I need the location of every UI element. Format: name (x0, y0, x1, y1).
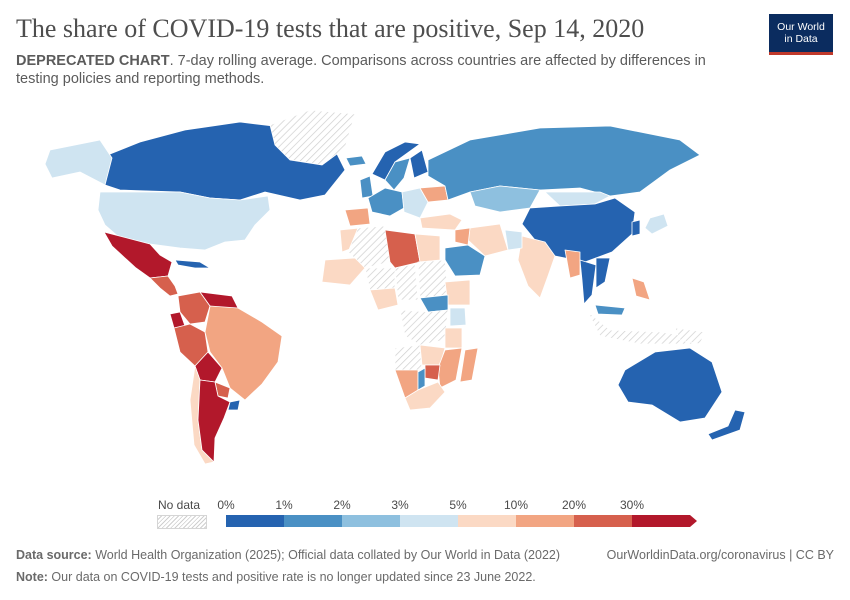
legend-bin-6[interactable] (574, 515, 632, 527)
region-botswana[interactable] (417, 367, 426, 391)
region-malaysia[interactable] (594, 304, 626, 316)
data-source-label: Data source: (16, 548, 92, 562)
region-united-states[interactable] (97, 191, 271, 251)
legend-tick-label: 20% (561, 498, 587, 512)
legend-open-end-arrow (690, 515, 697, 527)
region-niger[interactable] (364, 267, 396, 291)
owid-url-link[interactable]: OurWorldinData.org/coronavirus | CC BY (606, 548, 834, 562)
region-finland[interactable] (409, 149, 429, 179)
legend-bin-3[interactable] (400, 515, 458, 527)
region-brazil[interactable] (204, 305, 283, 401)
subtitle-deprecated-label: DEPRECATED CHART (16, 53, 170, 69)
region-cuba[interactable] (174, 259, 211, 269)
region-india[interactable] (517, 235, 556, 299)
region-madagascar[interactable] (459, 347, 479, 383)
legend-tick-label: 3% (391, 498, 409, 512)
legend-tick-label: 30% (619, 498, 645, 512)
region-philippines[interactable] (631, 277, 651, 301)
legend-no-data-label: No data (158, 498, 201, 512)
region-australia[interactable] (617, 347, 723, 423)
region-uruguay[interactable] (227, 399, 241, 411)
region-myanmar[interactable] (564, 249, 581, 279)
region-mali[interactable] (321, 257, 366, 286)
region-western-europe[interactable] (367, 187, 405, 217)
logo-line-2: in Data (784, 33, 818, 45)
legend-bin-5[interactable] (516, 515, 574, 527)
region-sweden[interactable] (384, 157, 411, 191)
region-new-zealand[interactable] (707, 409, 746, 441)
region-angola[interactable] (394, 344, 423, 371)
color-legend: No data 0% 1% 2% 3% 5% 10% 20% 30% (150, 496, 710, 536)
legend-tick-label: 5% (449, 498, 467, 512)
region-mongolia[interactable] (544, 191, 611, 207)
region-vietnam[interactable] (595, 257, 611, 289)
region-chad[interactable] (394, 263, 419, 301)
region-russia[interactable] (427, 125, 701, 201)
region-spain[interactable] (344, 207, 371, 227)
owid-logo[interactable]: Our World in Data (769, 14, 833, 55)
region-iceland[interactable] (345, 155, 367, 167)
region-algeria[interactable] (347, 225, 391, 269)
region-china[interactable] (521, 197, 636, 263)
legend-color-bins (226, 515, 697, 527)
data-source-text: World Health Organization (2025); Offici… (91, 548, 561, 562)
region-greenland[interactable] (269, 109, 356, 166)
subtitle-description: . 7-day rolling average. Comparisons acr… (16, 53, 706, 87)
chart-subtitle: DEPRECATED CHART. 7-day rolling average.… (16, 52, 736, 88)
region-korea[interactable] (631, 219, 641, 237)
region-argentina[interactable] (197, 379, 231, 463)
logo-line-1: Our World (777, 21, 825, 33)
region-kazakhstan[interactable] (469, 185, 541, 213)
region-libya[interactable] (384, 229, 421, 269)
region-central-america[interactable] (149, 275, 179, 297)
region-ethiopia[interactable] (444, 279, 471, 306)
region-central-africa[interactable] (419, 294, 449, 313)
legend-tick-label: 2% (333, 498, 351, 512)
world-map (44, 109, 746, 465)
note-label: Note: (16, 570, 48, 584)
region-tanzania[interactable] (444, 327, 463, 349)
note-text: Our data on COVID-19 tests and positive … (47, 570, 536, 584)
legend-bin-1[interactable] (284, 515, 342, 527)
region-south-africa[interactable] (404, 381, 446, 411)
legend-no-data-swatch[interactable] (157, 515, 207, 529)
legend-bin-4[interactable] (458, 515, 516, 527)
data-source-line: Data source: World Health Organization (… (16, 548, 560, 562)
region-dr-congo[interactable] (399, 309, 449, 346)
region-eastern-europe[interactable] (401, 187, 429, 219)
region-pakistan[interactable] (504, 229, 523, 251)
region-thailand[interactable] (579, 259, 597, 305)
region-iraq[interactable] (454, 227, 471, 246)
region-kenya[interactable] (449, 307, 467, 327)
region-japan[interactable] (644, 213, 669, 235)
region-sudan[interactable] (417, 259, 449, 299)
legend-bin-0[interactable] (226, 515, 284, 527)
chart-title: The share of COVID-19 tests that are pos… (16, 14, 645, 43)
legend-bin-7[interactable] (632, 515, 690, 527)
region-united-kingdom[interactable] (359, 175, 374, 199)
note-line: Note: Our data on COVID-19 tests and pos… (16, 570, 536, 584)
legend-bin-2[interactable] (342, 515, 400, 527)
legend-tick-label: 10% (503, 498, 529, 512)
legend-tick-label: 1% (275, 498, 293, 512)
legend-tick-label: 0% (217, 498, 235, 512)
region-alaska[interactable] (44, 139, 113, 186)
region-nigeria[interactable] (369, 287, 399, 311)
region-turkey[interactable] (419, 213, 463, 231)
region-papua-new-guinea[interactable] (674, 327, 706, 345)
region-zimbabwe[interactable] (424, 364, 441, 381)
